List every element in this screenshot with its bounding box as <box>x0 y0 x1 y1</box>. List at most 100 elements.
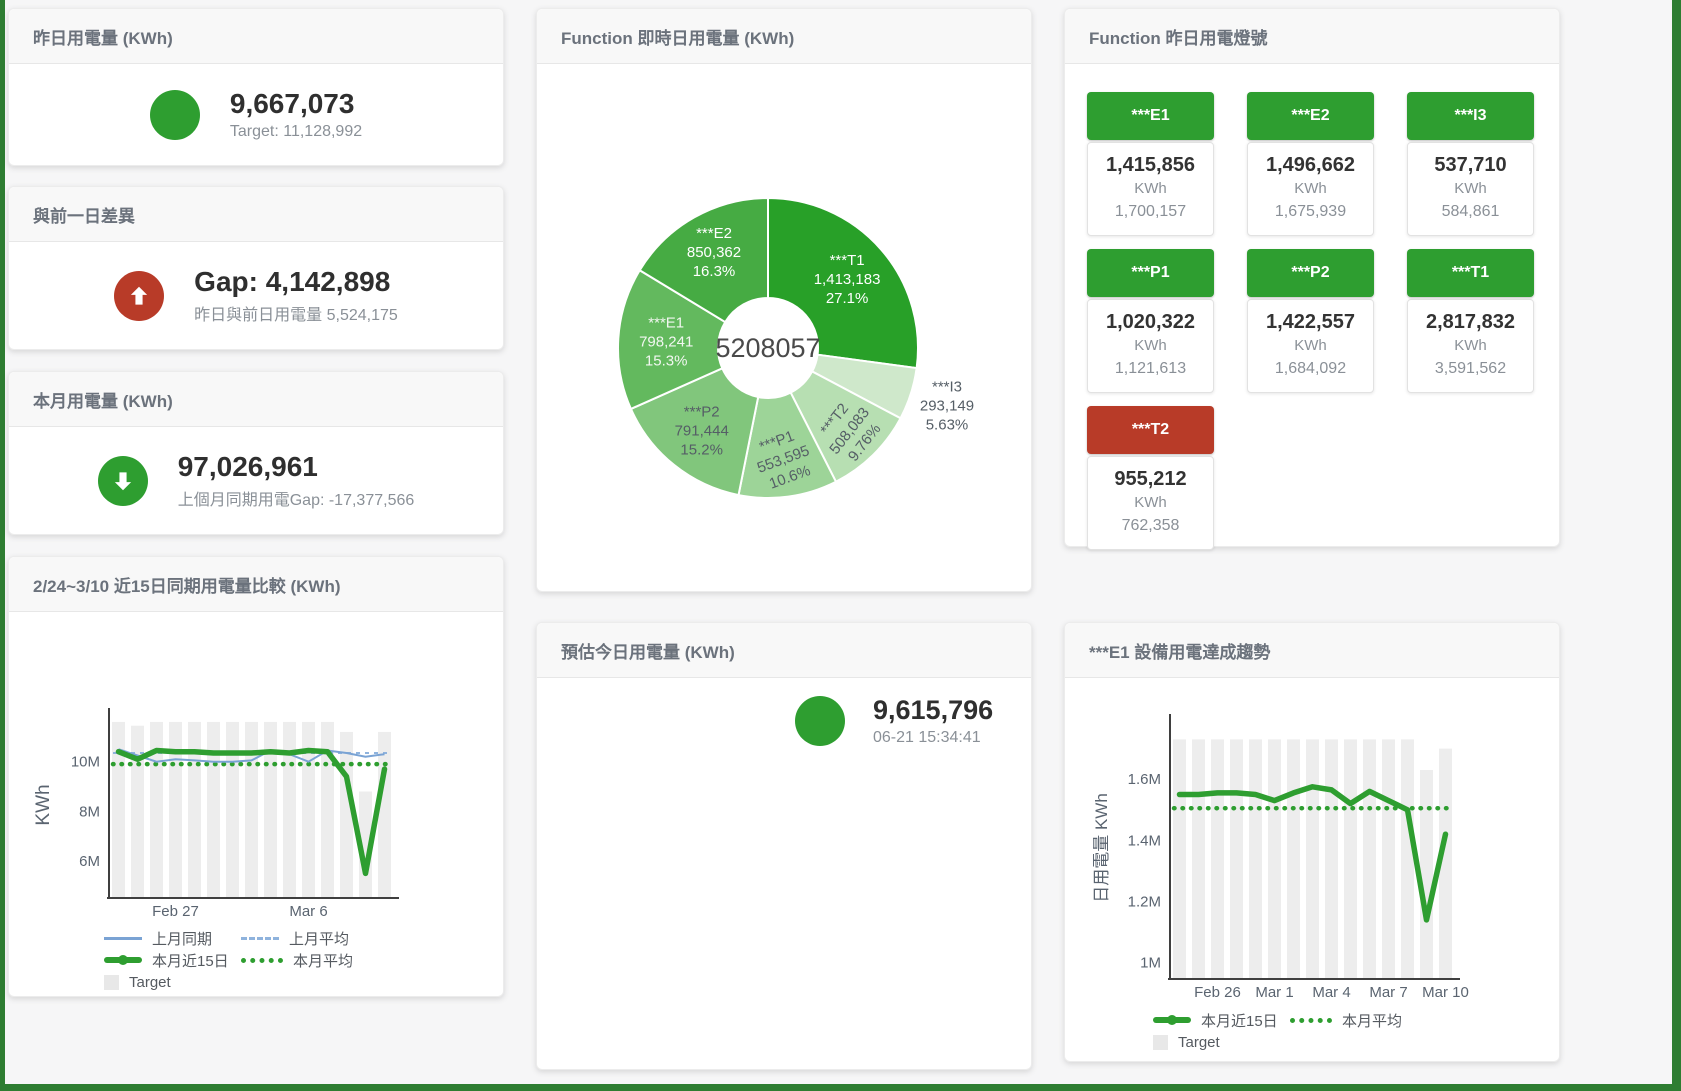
donut-title-text: Function 即時日用電量 (KWh) <box>561 28 795 48</box>
device-value: 1,020,322 <box>1106 311 1195 333</box>
legend-swatch-dash-blue <box>241 936 279 940</box>
x-tick-label: Mar 1 <box>1255 984 1293 1001</box>
lights-panel-title: Function 昨日用電燈號 <box>1065 9 1559 64</box>
device-target: 584,861 <box>1441 203 1500 220</box>
legend-swatch-line-blue <box>104 936 142 940</box>
yesterday-title-text: 昨日用電量 (KWh) <box>33 28 173 48</box>
legend-item[interactable]: 本月平均 <box>241 950 378 971</box>
card-gap-diff: 與前一日差異 Gap: 4,142,898 昨日與前日用電量 5,524,175 <box>8 186 504 350</box>
e1-trend-chart-canvas[interactable]: 1M 1.2M 1.4M 1.6M Feb 26 Mar 1 Mar 4 Mar 7 Mar 1… <box>1065 678 1559 1007</box>
legend-label: Target <box>129 973 171 991</box>
donut-label-i3: ***I3 293,149 5.63% <box>920 379 974 434</box>
target-bar <box>1344 739 1357 978</box>
target-bar <box>302 721 315 897</box>
target-bar <box>283 721 296 897</box>
device-value: 955,212 <box>1114 468 1187 490</box>
svg-text:293,149: 293,149 <box>920 398 974 415</box>
target-bar <box>1268 739 1281 978</box>
device-tile-header: ***E2 <box>1247 92 1374 140</box>
device-tile-header: ***P1 <box>1087 249 1214 297</box>
device-tile-e1[interactable]: ***E1 1,415,856 KWh 1,700,157 <box>1087 92 1214 236</box>
device-target: 1,684,092 <box>1274 360 1347 377</box>
donut-chart-canvas[interactable]: ***T1 1,413,183 27.1% ***I3 293,149 5.63% ***T… <box>537 64 1031 591</box>
target-bar <box>1249 739 1262 978</box>
y-tick-label: 10M <box>71 754 100 771</box>
up-arrow-icon <box>131 286 148 305</box>
legend-item[interactable]: 本月近15日 <box>104 950 241 971</box>
x-tick-label: Mar 7 <box>1369 984 1407 1001</box>
x-tick-label: Mar 10 <box>1422 984 1469 1001</box>
yesterday-target-text: Target: 11,128,992 <box>229 123 363 140</box>
donut-slice-e2[interactable] <box>638 196 769 324</box>
target-bar <box>112 721 125 897</box>
card-e1-trend-chart: ***E1 設備用電達成趨勢 1M 1.2M 1.4M 1.6M Feb 26 Mar 1… <box>1064 622 1560 1062</box>
e1-trend-legend: 本月近15日 本月平均 Target <box>1153 1009 1559 1053</box>
legend-item[interactable]: 本月平均 <box>1290 1010 1427 1031</box>
svg-text:15.3%: 15.3% <box>645 353 688 370</box>
svg-text:850,362: 850,362 <box>687 244 741 261</box>
target-bar <box>1325 739 1338 978</box>
device-tile-t2[interactable]: ***T2 955,212 KWh 762,358 <box>1087 406 1214 550</box>
device-tile-body: 1,422,557 KWh 1,684,092 <box>1247 299 1374 393</box>
x-tick-label: Mar 4 <box>1312 984 1350 1001</box>
legend-swatch-line-green <box>104 955 142 965</box>
y-tick-label: 1.4M <box>1128 832 1161 849</box>
legend-item[interactable]: 上月同期 <box>104 928 241 949</box>
donut-card-title: Function 即時日用電量 (KWh) <box>537 9 1031 64</box>
device-value: 2,817,832 <box>1426 311 1515 333</box>
yesterday-status-circle-icon <box>149 89 200 140</box>
legend-swatch-box-gray <box>1153 1034 1168 1050</box>
card-15day-compare-chart: 2/24~3/10 近15日同期用電量比較 (KWh) 6M 8M 10M Feb 2… <box>8 556 504 997</box>
target-bar <box>378 731 391 897</box>
legend-item[interactable]: 本月近15日 <box>1153 1010 1290 1031</box>
estimate-status-circle-icon <box>795 695 845 746</box>
device-tile-p2[interactable]: ***P2 1,422,557 KWh 1,684,092 <box>1247 249 1374 393</box>
legend-item[interactable]: Target <box>1153 1034 1290 1051</box>
donut-slice-t1[interactable] <box>767 196 919 370</box>
svg-text:***E1: ***E1 <box>648 315 684 332</box>
device-tile-header: ***T1 <box>1407 249 1534 297</box>
device-tile-body: 537,710 KWh 584,861 <box>1407 142 1534 236</box>
device-tile-body: 2,817,832 KWh 3,591,562 <box>1407 299 1534 393</box>
device-tile-e2[interactable]: ***E2 1,496,662 KWh 1,675,939 <box>1247 92 1374 236</box>
card-lights-panel: Function 昨日用電燈號 ***E1 1,415,856 KWh 1,700,1… <box>1064 8 1560 550</box>
series-line-line-blue <box>118 748 385 763</box>
device-value: 1,415,856 <box>1106 154 1195 176</box>
y-tick-label: 1M <box>1140 955 1161 972</box>
target-bar <box>1230 739 1243 978</box>
target-bar <box>1287 739 1300 978</box>
device-target: 1,121,613 <box>1114 360 1187 377</box>
compare-chart-canvas[interactable]: 6M 8M 10M Feb 27 Mar 6 KWh <box>9 612 503 925</box>
legend-label: 本月平均 <box>293 952 354 970</box>
legend-item[interactable]: 上月平均 <box>241 928 378 949</box>
device-tile-header: ***P2 <box>1247 249 1374 297</box>
donut-slice-e1[interactable] <box>617 268 727 411</box>
target-bar <box>245 721 258 897</box>
x-tick-label: Feb 26 <box>1194 984 1241 1001</box>
device-tile-p1[interactable]: ***P1 1,020,322 KWh 1,121,613 <box>1087 249 1214 393</box>
month-gap-text: 上個月同期用電Gap: -17,377,566 <box>177 492 415 509</box>
target-bar <box>207 721 220 897</box>
card-yesterday-title: 昨日用電量 (KWh) <box>9 9 503 64</box>
device-target: 1,675,939 <box>1274 203 1347 220</box>
donut-slice-p2[interactable] <box>629 366 760 497</box>
target-bar <box>264 721 277 897</box>
device-tile-header: ***I3 <box>1407 92 1534 140</box>
device-tile-t1[interactable]: ***T1 2,817,832 KWh 3,591,562 <box>1407 249 1534 393</box>
device-unit: KWh <box>1294 337 1327 354</box>
donut-center-total: 5208057 <box>715 333 820 363</box>
target-bar <box>1382 739 1395 978</box>
legend-item[interactable]: Target <box>104 974 241 991</box>
device-unit: KWh <box>1454 180 1487 197</box>
target-bar <box>1173 739 1186 978</box>
svg-text:1,413,183: 1,413,183 <box>814 271 881 288</box>
lights-title-text: Function 昨日用電燈號 <box>1089 28 1268 48</box>
svg-text:791,444: 791,444 <box>675 423 729 440</box>
gap-subtitle-text: 昨日與前日用電量 5,524,175 <box>194 307 398 324</box>
device-tile-i3[interactable]: ***I3 537,710 KWh 584,861 <box>1407 92 1534 236</box>
y-axis-label: 日用電量 KWh <box>1092 793 1111 903</box>
estimate-title-text: 預估今日用電量 (KWh) <box>561 642 735 662</box>
y-tick-label: 1.2M <box>1128 894 1161 911</box>
device-tile-header: ***T2 <box>1087 406 1214 454</box>
